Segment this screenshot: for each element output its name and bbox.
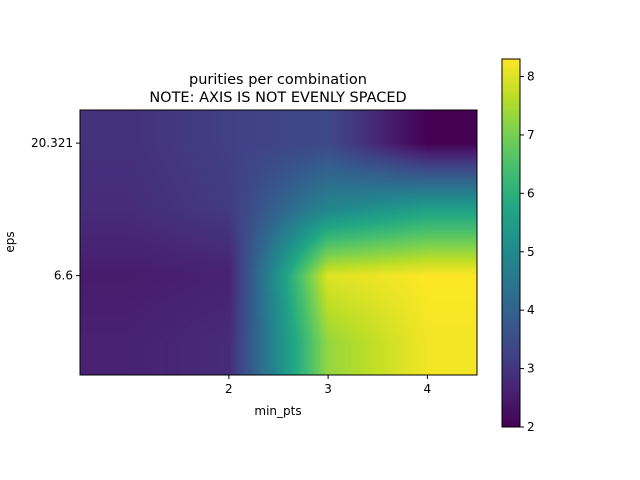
- x-tick-label: 2: [225, 382, 233, 396]
- y-tick-label: 20.321: [31, 136, 73, 150]
- colorbar: 2 3 4 5 6 7 8: [501, 58, 535, 434]
- y-tick-label: 6.6: [54, 269, 73, 283]
- heatmap-plot-area: [79, 109, 478, 376]
- colorbar-tick-label: 6: [527, 186, 535, 200]
- chart-subtitle: NOTE: AXIS IS NOT EVENLY SPACED: [149, 90, 406, 106]
- x-axis: 2 3 4: [225, 375, 431, 396]
- colorbar-tick-label: 3: [527, 362, 535, 376]
- colorbar-gradient: [502, 59, 520, 427]
- colorbar-tick-label: 5: [527, 245, 535, 259]
- y-axis: 6.6 20.321: [31, 136, 80, 283]
- colorbar-tick-label: 4: [527, 303, 535, 317]
- x-tick-label: 4: [424, 382, 432, 396]
- colorbar-ticks: 2 3 4 5 6 7 8: [520, 70, 535, 434]
- colorbar-tick-label: 7: [527, 128, 535, 142]
- colorbar-tick-label: 8: [527, 70, 535, 84]
- x-axis-label: min_pts: [254, 404, 301, 418]
- chart-title: purities per combination: [189, 72, 367, 88]
- x-tick-label: 3: [324, 382, 332, 396]
- colorbar-frame: [501, 58, 521, 428]
- plot-frame: [79, 109, 478, 376]
- heatmap-image: [80, 110, 477, 375]
- colorbar-tick-label: 2: [527, 420, 535, 434]
- y-axis-label: eps: [3, 231, 17, 252]
